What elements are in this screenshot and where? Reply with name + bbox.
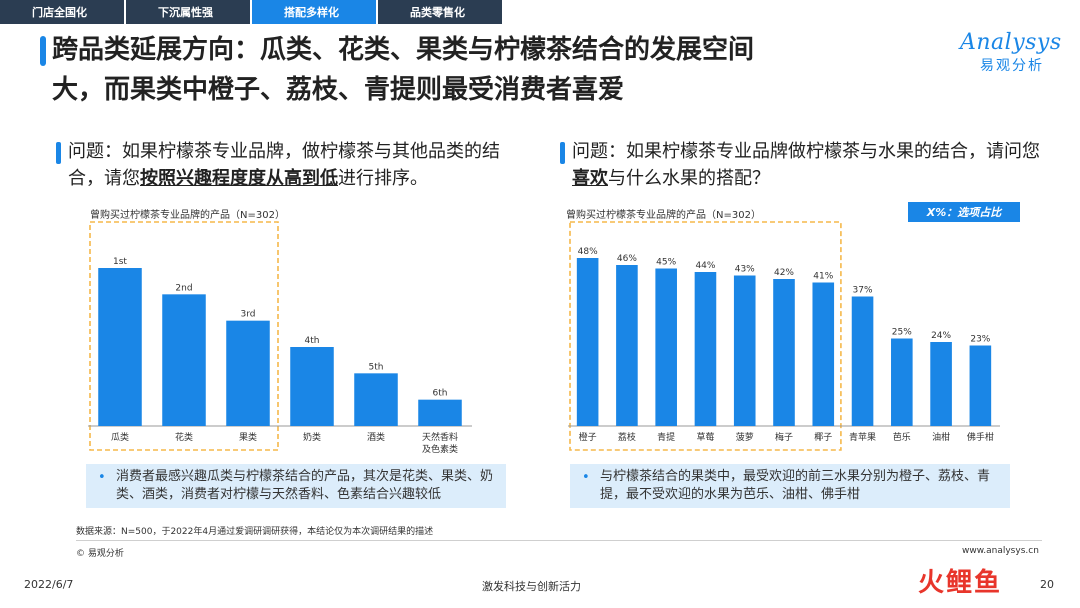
data-label-菠萝: 43% [735,265,755,275]
bar-天然香料及色素类 [418,399,462,426]
tick-label-酒类: 酒类 [367,431,385,443]
right-insight-note: • 与柠檬茶结合的果类中，最受欢迎的前三水果分别为橙子、荔枝、青提，最不受欢迎的… [570,464,1010,508]
copyright: © 易观分析 [76,549,124,559]
tick-label-油柑: 油柑 [932,431,950,443]
tick-label-奶类: 奶类 [303,431,321,443]
bar-菠萝 [733,275,756,426]
tab-category-retail[interactable]: 品类零售化 [378,0,502,24]
data-label-草莓: 44% [695,261,715,271]
tick-label-椰子: 椰子 [814,431,832,443]
footer-divider [76,540,1042,541]
bar-芭乐 [891,338,913,426]
tick-label-花类: 花类 [175,431,193,443]
bar-酒类 [354,373,398,426]
left-insight-text: 消费者最感兴趣瓜类与柠檬茶结合的产品，其次是花类、果类、奶类、酒类，消费者对柠檬… [116,469,494,502]
bar-橙子 [576,258,599,426]
right-question-emphasis: 喜欢 [572,168,608,189]
logo-english: Analysys [960,30,1062,55]
tick-label-草莓: 草莓 [696,431,714,443]
tick-label-芭乐: 芭乐 [893,431,911,443]
left-insight-note: • 消费者最感兴趣瓜类与柠檬茶结合的产品，其次是花类、果类、奶类、酒类，消费者对… [86,464,506,508]
tick-label-果类: 果类 [239,431,257,443]
brand-watermark: 火鲤鱼 [918,568,1003,598]
bar-油柑 [930,342,952,426]
data-label-青苹果: 37% [853,286,873,296]
highlight-box [569,221,842,451]
tab-sinking-market[interactable]: 下沉属性强 [126,0,250,24]
left-question-tail: 进行排序。 [338,168,428,189]
tick-label-菠萝: 菠萝 [736,431,754,443]
percent-legend-badge: X%：选项占比 [908,202,1020,222]
data-label-果类: 3rd [241,310,256,320]
page-title: 跨品类延展方向：瓜类、花类、果类与柠檬茶结合的发展空间 大，而果类中橙子、荔枝、… [52,30,932,110]
tick-label-天然香料及色素类: 及色素类 [422,443,458,455]
tick-label-青苹果: 青苹果 [849,431,876,443]
data-label-佛手柑: 23% [970,335,990,345]
left-chart-title: 曾购买过柠檬茶专业品牌的产品（N=302） [90,210,285,221]
bar-青苹果 [851,296,874,426]
right-question: 问题：如果柠檬茶专业品牌做柠檬茶与水果的结合，请问您喜欢与什么水果的搭配？ [572,138,1042,192]
left-question-text: 问题：如果柠檬茶专业品牌，做柠檬茶与其他品类的结合，请您 [68,141,500,189]
left-question: 问题：如果柠檬茶专业品牌，做柠檬茶与其他品类的结合，请您按照兴趣程度度从高到低进… [68,138,528,192]
bullet-icon: • [98,470,106,485]
bar-佛手柑 [969,345,992,426]
page-number: 20 [1040,578,1054,591]
data-label-花类: 2nd [175,283,192,293]
bar-果类 [226,320,270,426]
bar-花类 [162,294,206,426]
tick-label-梅子: 梅子 [775,431,793,443]
website-link[interactable]: www.analysys.cn [962,546,1039,556]
data-label-油柑: 24% [931,331,951,341]
page-title-line1: 跨品类延展方向：瓜类、花类、果类与柠檬茶结合的发展空间 [52,35,755,65]
tick-label-瓜类: 瓜类 [111,431,129,443]
bar-草莓 [694,272,717,426]
right-bar-chart: 48% 橙子 46% 荔枝 45% 青提 44% 草莓 43% 菠萝 42% 梅子 41% 椰子 37% 青苹… [568,221,1000,451]
report-date: 2022/6/7 [24,578,74,591]
data-label-椰子: 41% [813,272,833,282]
right-question-tail: 与什么水果的搭配？ [608,168,770,189]
right-question-text: 问题：如果柠檬茶专业品牌做柠檬茶与水果的结合，请问您 [572,141,1040,162]
bar-梅子 [773,279,795,426]
data-label-橙子: 48% [578,247,598,257]
bar-青提 [655,268,677,426]
bar-瓜类 [98,268,142,426]
tab-pairing-diversity[interactable]: 搭配多样化 [252,0,376,24]
tab-store-national[interactable]: 门店全国化 [0,0,124,24]
bullet-icon: • [582,470,590,485]
title-accent-bar [40,36,46,66]
analysys-logo: Analysys 易观分析 [960,30,1070,75]
data-label-奶类: 4th [305,336,320,346]
tick-label-天然香料及色素类: 天然香料 [422,431,458,443]
data-label-荔枝: 46% [617,254,637,264]
page-title-line2: 大，而果类中橙子、荔枝、青提则最受消费者喜爱 [52,75,625,105]
bar-荔枝 [616,265,638,426]
data-label-天然香料及色素类: 6th [433,389,448,399]
data-label-梅子: 42% [774,268,794,278]
tick-label-橙子: 橙子 [579,431,597,443]
left-question-bar [56,142,61,164]
logo-chinese: 易观分析 [980,58,1044,74]
left-question-emphasis: 按照兴趣程度度从高到低 [140,168,338,189]
data-label-瓜类: 1st [113,257,127,267]
data-source: 数据来源：N=500，于2022年4月通过爱调研调研获得，本结论仅为本次调研结果… [76,527,434,537]
bar-奶类 [290,347,334,426]
right-question-bar [560,142,565,164]
section-tabs: 门店全国化 下沉属性强 搭配多样化 品类零售化 [0,0,504,24]
data-label-酒类: 5th [369,362,384,372]
data-label-芭乐: 25% [892,328,912,338]
tick-label-荔枝: 荔枝 [618,431,636,443]
data-label-青提: 45% [656,258,676,268]
tick-label-佛手柑: 佛手柑 [967,431,994,443]
bar-椰子 [812,282,835,426]
right-chart-title: 曾购买过柠檬茶专业品牌的产品（N=302） [566,210,761,221]
right-insight-text: 与柠檬茶结合的果类中，最受欢迎的前三水果分别为橙子、荔枝、青提，最不受欢迎的水果… [600,469,991,502]
tick-label-青提: 青提 [657,431,675,443]
slogan: 激发科技与创新活力 [482,580,581,593]
